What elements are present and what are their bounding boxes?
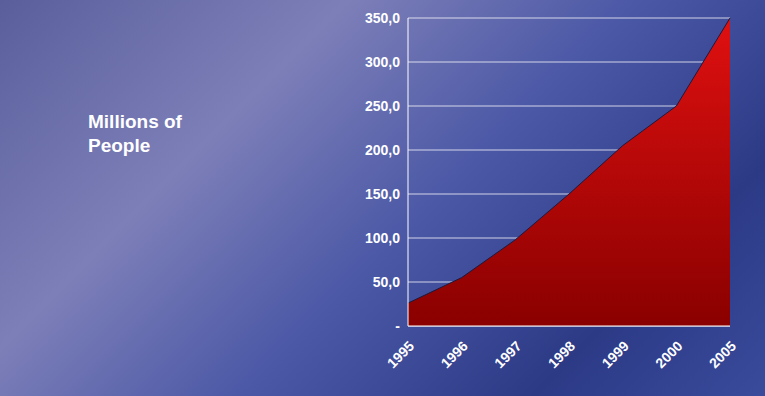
svg-text:2000: 2000 <box>652 338 685 371</box>
svg-text:100,0: 100,0 <box>365 230 400 246</box>
svg-text:1999: 1999 <box>599 338 632 371</box>
svg-text:1998: 1998 <box>545 338 578 371</box>
svg-text:200,0: 200,0 <box>365 142 400 158</box>
svg-text:50,0: 50,0 <box>373 274 400 290</box>
svg-text:150,0: 150,0 <box>365 186 400 202</box>
svg-text:1995: 1995 <box>384 338 417 371</box>
svg-text:1996: 1996 <box>438 338 471 371</box>
svg-text:2005: 2005 <box>706 338 739 371</box>
svg-text:-: - <box>395 318 400 334</box>
html-text:Millions of People: Millions of People <box>88 111 182 156</box>
svg-text:250,0: 250,0 <box>365 98 400 114</box>
svg-text:1997: 1997 <box>491 338 524 371</box>
svg-text:300,0: 300,0 <box>365 54 400 70</box>
svg-text:350,0: 350,0 <box>365 10 400 26</box>
